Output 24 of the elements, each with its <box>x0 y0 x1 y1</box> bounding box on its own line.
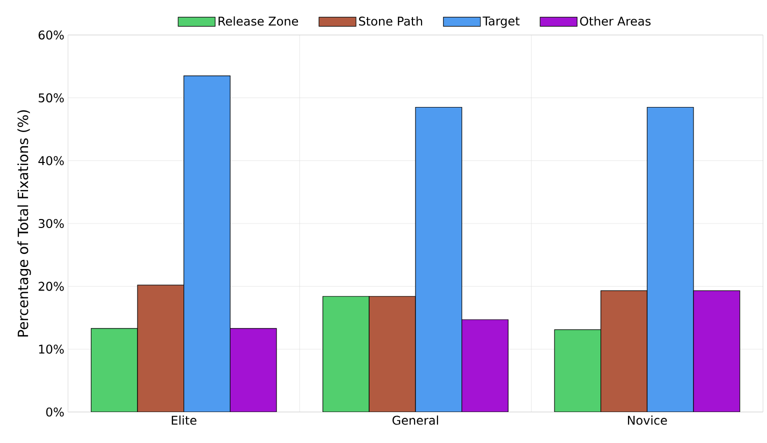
bar <box>646 106 694 412</box>
bar <box>415 106 462 412</box>
y-tick-label: 60% <box>38 30 64 40</box>
y-tick-label: 20% <box>38 282 64 291</box>
legend-label: Target <box>482 16 520 28</box>
bar <box>368 296 416 412</box>
x-tick-label: General <box>392 416 438 425</box>
legend-label: Other Areas <box>580 16 651 26</box>
y-tick-label: 50% <box>38 93 64 102</box>
bar <box>600 290 648 412</box>
y-tick-label: 30% <box>38 218 64 228</box>
x-tick-label: Novice <box>628 416 667 425</box>
legend-label: Stone Path <box>359 16 422 26</box>
x-tick-label: Elite <box>172 416 196 425</box>
y-tick-label: 10% <box>39 344 64 354</box>
y-axis-title: Percentage of Total Fixations (%) <box>17 110 31 337</box>
bar <box>137 284 184 412</box>
legend-label: Release Zone <box>218 16 298 26</box>
bar <box>554 329 602 412</box>
bar <box>184 76 230 412</box>
y-tick-label: 40% <box>38 156 64 166</box>
y-tick-label: 0% <box>46 407 64 417</box>
bar <box>90 328 138 412</box>
bar <box>322 296 370 412</box>
